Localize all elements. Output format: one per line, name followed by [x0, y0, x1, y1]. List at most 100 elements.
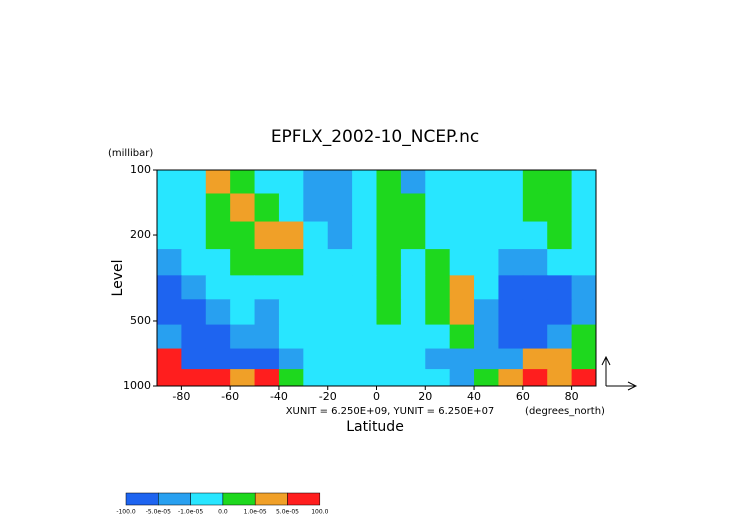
contour-cell — [474, 275, 499, 300]
contour-cell — [181, 249, 207, 276]
contour-cell — [278, 299, 304, 326]
contour-cell — [230, 193, 256, 223]
contour-cell — [205, 348, 231, 370]
contour-cell — [425, 275, 451, 300]
contour-cell — [230, 348, 256, 370]
contour-cell — [376, 369, 402, 387]
contour-cell — [303, 170, 329, 194]
contour-cell — [230, 170, 256, 194]
contour-cell — [278, 369, 304, 387]
contour-cell — [571, 324, 597, 350]
colorbar-label: 1.0e-05 — [244, 509, 267, 516]
contour-cell — [254, 249, 280, 276]
unit-annotation: XUNIT = 6.250E+09, YUNIT = 6.250E+07 — [286, 406, 495, 417]
contour-cell — [522, 348, 548, 370]
contour-cell — [547, 193, 573, 223]
y-unit-label: (millibar) — [108, 148, 153, 159]
contour-cell — [376, 170, 402, 194]
contour-cell — [400, 324, 426, 350]
contour-cell — [303, 324, 329, 350]
x-tick-label: -20 — [319, 390, 337, 403]
contour-cell — [181, 193, 207, 223]
contour-cell — [327, 193, 353, 223]
contour-cell — [522, 249, 548, 276]
contour-cell — [474, 348, 499, 370]
contour-cell — [254, 299, 280, 326]
contour-cell — [522, 299, 548, 326]
contour-cell — [547, 369, 573, 387]
contour-cell — [278, 348, 304, 370]
contour-cell — [400, 369, 426, 387]
contour-cell — [205, 324, 231, 350]
contour-cell — [181, 299, 207, 326]
y-tick-label: 1000 — [123, 379, 151, 392]
contour-cell — [327, 369, 353, 387]
contour-cell — [571, 348, 597, 370]
contour-cell — [205, 193, 231, 223]
colorbar-box — [287, 492, 321, 506]
contour-cell — [157, 170, 182, 194]
contour-cell — [352, 275, 377, 300]
contour-cell — [205, 221, 231, 250]
contour-cell — [571, 221, 597, 250]
contour-cell — [571, 193, 597, 223]
contour-cell — [278, 324, 304, 350]
contour-cell — [205, 275, 231, 300]
contour-cell — [278, 170, 304, 194]
contour-cell — [449, 324, 475, 350]
vector-scale — [601, 355, 638, 391]
contour-cell — [547, 170, 573, 194]
y-tick-label: 500 — [130, 314, 151, 327]
contour-cell — [400, 275, 426, 300]
contour-cell — [547, 249, 573, 276]
contour-cell — [571, 369, 597, 387]
contour-cell — [522, 275, 548, 300]
contour-cell — [449, 221, 475, 250]
contour-cell — [449, 249, 475, 276]
contour-cell — [474, 369, 499, 387]
contour-cell — [474, 221, 499, 250]
x-axis-label: Latitude — [346, 419, 404, 435]
contour-cell — [327, 221, 353, 250]
contour-cell — [352, 299, 377, 326]
x-tick-label: 60 — [516, 390, 530, 403]
contour-cell — [425, 369, 451, 387]
contour-cell — [400, 348, 426, 370]
x-tick-label: -80 — [172, 390, 190, 403]
x-unit-label: (degrees_north) — [525, 406, 605, 417]
contour-cell — [254, 348, 280, 370]
contour-cell — [352, 324, 377, 350]
x-tick-label: -60 — [221, 390, 239, 403]
contour-cell — [498, 299, 524, 326]
contour-cell — [181, 348, 207, 370]
contour-cell — [278, 249, 304, 276]
contour-cell — [303, 275, 329, 300]
contour-cell — [303, 249, 329, 276]
contour-cell — [376, 275, 402, 300]
contour-cell — [400, 170, 426, 194]
colorbar-label: 5.0e-05 — [276, 509, 299, 516]
contour-cell — [254, 170, 280, 194]
contour-cell — [327, 299, 353, 326]
contour-cell — [352, 369, 377, 387]
contour-cell — [230, 249, 256, 276]
contour-cell — [498, 348, 524, 370]
contour-cell — [498, 221, 524, 250]
colorbar-box — [158, 492, 191, 506]
colorbar-label: -1.0e-05 — [178, 509, 203, 516]
x-tick-label: 80 — [565, 390, 579, 403]
x-tick-label: -40 — [270, 390, 288, 403]
contour-cell — [254, 221, 280, 250]
contour-cell — [303, 348, 329, 370]
contour-cell — [157, 193, 182, 223]
contour-cell — [327, 275, 353, 300]
contour-cell — [571, 275, 597, 300]
contour-cell — [425, 348, 451, 370]
contour-cell — [425, 249, 451, 276]
y-tick-label: 100 — [130, 163, 151, 176]
contour-cell — [181, 369, 207, 387]
contour-cell — [474, 299, 499, 326]
contour-cell — [449, 299, 475, 326]
contour-cell — [352, 348, 377, 370]
